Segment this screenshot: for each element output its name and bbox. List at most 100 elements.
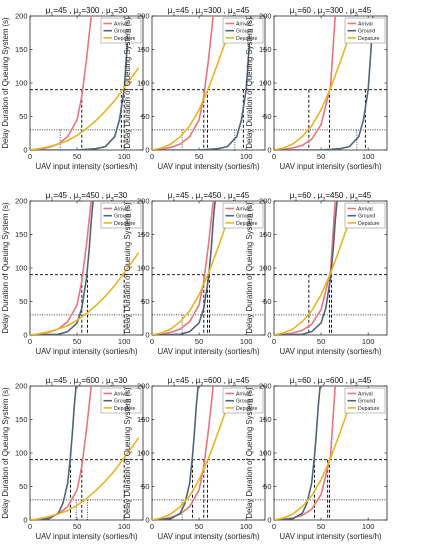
title-part: =30 (114, 6, 128, 15)
x-tick-label: 0 (28, 337, 32, 346)
series-curves (30, 16, 140, 150)
y-tick-label: 100 (15, 79, 28, 88)
title-part: μ (46, 376, 51, 385)
legend-label: Ground (114, 214, 131, 220)
y-tick-label: 0 (23, 516, 27, 525)
y-tick-label: 150 (15, 45, 28, 54)
y-tick-label: 100 (15, 264, 28, 273)
y-tick-label: 200 (15, 197, 28, 206)
x-tick-label: 50 (317, 522, 325, 531)
title-part: μ (350, 6, 355, 15)
title-part: =60 , (297, 191, 317, 200)
title-part: =60 , (297, 376, 317, 385)
x-tick-label: 0 (272, 152, 276, 161)
subplot-title: μ1=45 , μ2=300 , μ3=30 (46, 6, 128, 18)
legend-label: Ground (236, 399, 253, 405)
y-tick-label: 0 (145, 146, 149, 155)
title-part: μ (228, 191, 233, 200)
y-tick-label: 100 (259, 264, 272, 273)
x-tick-label: 0 (272, 337, 276, 346)
series-line-depature (274, 210, 355, 335)
y-axis-label: Delay Duration of Queuing System (s) (123, 387, 132, 519)
subplot-3: 0 50 100050100150200ArrivalGroundDepatureμ… (245, 6, 388, 171)
x-axis-label: UAV input intensity (sorties/h) (157, 532, 260, 541)
title-part: μ (46, 191, 51, 200)
y-tick-label: 200 (15, 382, 28, 391)
y-tick-label: 0 (145, 516, 149, 525)
title-part: μ (106, 6, 111, 15)
legend-label: Ground (114, 399, 131, 405)
title-part: 2 (78, 12, 81, 18)
title-part: μ (318, 6, 323, 15)
series-line-ground (152, 386, 199, 520)
y-tick-label: 200 (15, 12, 28, 21)
title-part: =45 (236, 376, 250, 385)
x-tick-label: 0 (150, 152, 154, 161)
series-line-ground (274, 16, 374, 150)
title-part: =45 , (175, 191, 195, 200)
y-tick-label: 150 (137, 230, 150, 239)
title-part: =30 (114, 191, 128, 200)
legend-label: Ground (236, 214, 253, 220)
legend-label: Depature (358, 221, 379, 227)
y-tick-label: 100 (137, 449, 150, 458)
legend-label: Arrival (236, 22, 251, 28)
title-part: =30 (114, 376, 128, 385)
title-part: =45 (358, 6, 372, 15)
series-line-ground (152, 16, 252, 150)
subplot-title: μ1=45 , μ2=600 , μ3=30 (46, 376, 128, 388)
title-part: 1 (294, 12, 297, 18)
title-part: 3 (233, 197, 236, 203)
title-part: =45 , (175, 6, 195, 15)
title-part: =600 , (325, 376, 350, 385)
title-part: μ (318, 191, 323, 200)
legend-label: Arrival (236, 392, 251, 398)
title-part: 2 (200, 197, 203, 203)
title-part: μ (168, 6, 173, 15)
series-line-depature (274, 25, 355, 150)
title-part: =600 , (81, 376, 106, 385)
legend-label: Depature (236, 221, 257, 227)
y-tick-label: 50 (141, 297, 149, 306)
y-axis-label: Delay Duration of Queuing System (s) (1, 202, 10, 334)
title-part: μ (168, 191, 173, 200)
title-part: μ (196, 6, 201, 15)
title-part: μ (196, 376, 201, 385)
title-part: 1 (294, 382, 297, 388)
legend-label: Arrival (358, 392, 373, 398)
legend-label: Depature (114, 406, 135, 412)
y-axis-label: Delay Duration of Queuing System (s) (1, 17, 10, 149)
y-axis-label: Delay Duration of Queuing System (s) (245, 202, 254, 334)
y-axis-label: Delay Duration of Queuing System (s) (1, 387, 10, 519)
y-tick-label: 50 (19, 112, 27, 121)
title-part: =450 , (325, 191, 350, 200)
subplot-9: 0 50 100050100150200ArrivalGroundDepatureμ… (245, 376, 388, 541)
legend-label: Ground (358, 399, 375, 405)
series-curves (274, 201, 355, 335)
y-tick-label: 100 (137, 264, 150, 273)
y-tick-label: 100 (259, 79, 272, 88)
title-part: =45 , (53, 376, 73, 385)
x-tick-label: 50 (195, 337, 203, 346)
title-part: 2 (322, 197, 325, 203)
series-line-depature (274, 395, 355, 520)
x-axis-label: UAV input intensity (sorties/h) (279, 162, 382, 171)
title-part: 3 (233, 12, 236, 18)
y-tick-label: 0 (23, 146, 27, 155)
subplot-title: μ1=60 , μ2=300 , μ3=45 (290, 6, 372, 18)
legend-label: Ground (236, 29, 253, 35)
y-tick-label: 0 (267, 516, 271, 525)
title-part: 2 (78, 382, 81, 388)
title-part: μ (106, 376, 111, 385)
y-tick-label: 200 (137, 197, 150, 206)
title-part: μ (350, 191, 355, 200)
series-line-ground (30, 16, 130, 150)
x-axis-label: UAV input intensity (sorties/h) (157, 162, 260, 171)
title-part: μ (228, 376, 233, 385)
x-tick-label: 50 (195, 152, 203, 161)
title-part: =450 , (203, 191, 228, 200)
